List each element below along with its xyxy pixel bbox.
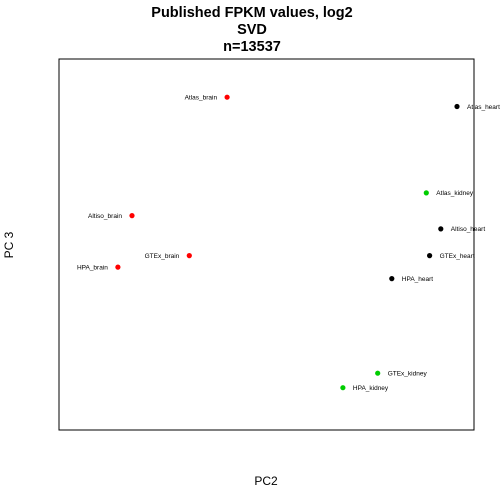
data-point-hpa-kidney [340, 385, 346, 391]
chart-title-line-2: SVD [237, 22, 267, 38]
point-label-altiso-brain: Altiso_brain [88, 213, 122, 220]
chart-title-line-1: Published FPKM values, log2 [151, 5, 352, 21]
point-label-gtex-kidney: GTEx_kidney [388, 371, 428, 378]
data-point-gtex-brain [186, 253, 192, 259]
point-label-altiso-heart: Altiso_heart [451, 226, 486, 233]
data-point-gtex-kidney [375, 370, 381, 376]
point-label-hpa-heart: HPA_heart [402, 276, 434, 283]
points-layer: Atlas_brain Atlas_heart Atlas_kidney Altiso… [77, 95, 500, 393]
y-axis-label: PC 3 [2, 231, 16, 258]
data-point-altiso-heart [438, 226, 444, 232]
data-point-gtex-heart [427, 253, 433, 259]
data-point-atlas-heart [454, 103, 460, 110]
point-label-hpa-kidney: HPA_kidney [353, 385, 389, 392]
data-point-altiso-brain [129, 213, 135, 219]
point-label-atlas-brain: Atlas_brain [185, 95, 218, 102]
data-point-hpa-heart [389, 276, 395, 282]
x-axis-label: PC2 [254, 474, 278, 488]
point-label-gtex-brain: GTEx_brain [145, 253, 180, 260]
point-label-gtex-heart: GTEx_heart [440, 253, 475, 260]
data-point-atlas-kidney [423, 190, 429, 196]
point-label-atlas-kidney: Atlas_kidney [436, 190, 474, 197]
point-label-hpa-brain: HPA_brain [77, 264, 108, 271]
point-label-atlas-heart: Atlas_heart [467, 104, 500, 111]
data-point-atlas-brain [224, 94, 230, 100]
data-point-hpa-brain [115, 264, 121, 270]
chart-title-line-3: n=13537 [223, 39, 281, 55]
plot-frame [58, 58, 475, 431]
